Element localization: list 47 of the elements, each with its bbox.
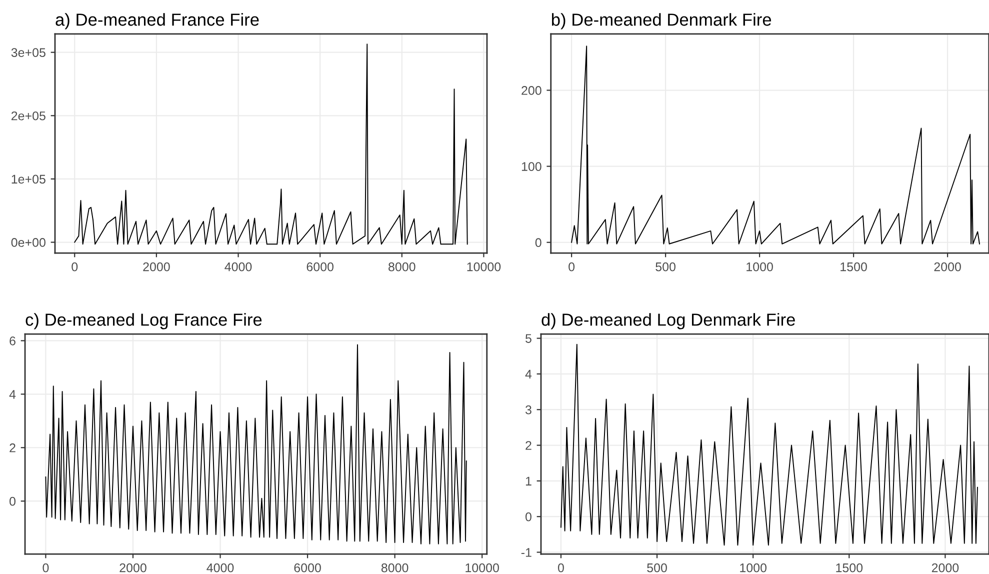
x-tick-label: 2000 <box>143 262 170 272</box>
line-series <box>560 344 978 546</box>
x-tick-label: 2000 <box>120 563 146 572</box>
y-tick-label: 5 <box>526 334 532 343</box>
x-tick-label: 2000 <box>934 262 961 272</box>
x-tick-label: 0 <box>72 262 78 272</box>
x-tick-label: 1000 <box>740 563 766 572</box>
y-tick-label: 0e+00 <box>11 238 46 247</box>
y-tick-label: 4 <box>9 390 16 399</box>
chart-title: d) De-meaned Log Denmark Fire <box>542 313 795 330</box>
x-tick-label: 6000 <box>306 262 334 272</box>
y-tick-label: 2 <box>526 441 532 450</box>
x-tick-label: 10000 <box>466 563 499 572</box>
y-tick-label: 2 <box>10 443 16 452</box>
x-tick-label: 4000 <box>206 563 234 572</box>
x-tick-label: 6000 <box>294 563 321 572</box>
chart-title: b) De-meaned Denmark Fire <box>552 13 772 30</box>
line-series <box>74 44 468 245</box>
y-tick-label: -1 <box>521 548 532 557</box>
x-tick-label: 500 <box>647 563 667 572</box>
y-tick-label: 0 <box>535 238 542 248</box>
y-tick-label: 4 <box>525 370 532 378</box>
line-series <box>45 344 467 544</box>
x-tick-label: 8000 <box>381 563 408 572</box>
chart-title: a) De-meaned France Fire <box>56 13 259 30</box>
y-tick-label: 1 <box>526 476 532 486</box>
x-tick-label: 10000 <box>467 262 501 272</box>
chart-title: c) De-meaned Log France Fire <box>26 313 262 330</box>
x-tick-label: 2000 <box>932 563 959 572</box>
y-tick-label: 100 <box>522 162 542 171</box>
y-tick-label: 3e+05 <box>11 48 46 57</box>
line-series <box>571 46 980 244</box>
x-tick-label: 4000 <box>224 262 252 272</box>
x-tick-label: 500 <box>656 262 676 272</box>
x-tick-label: 0 <box>558 563 564 572</box>
x-tick-label: 8000 <box>388 262 416 272</box>
x-tick-label: 1000 <box>746 262 773 272</box>
y-tick-label: 6 <box>10 336 16 346</box>
y-tick-label: 0 <box>525 512 532 522</box>
x-tick-label: 1500 <box>840 262 867 272</box>
y-tick-label: 2e+05 <box>11 111 46 120</box>
x-tick-label: 1500 <box>836 563 863 572</box>
y-tick-label: 200 <box>522 86 542 95</box>
y-tick-label: 1e+05 <box>12 174 46 184</box>
y-tick-label: 0 <box>10 496 16 506</box>
x-tick-label: 0 <box>568 262 575 272</box>
y-tick-label: 3 <box>525 405 532 414</box>
